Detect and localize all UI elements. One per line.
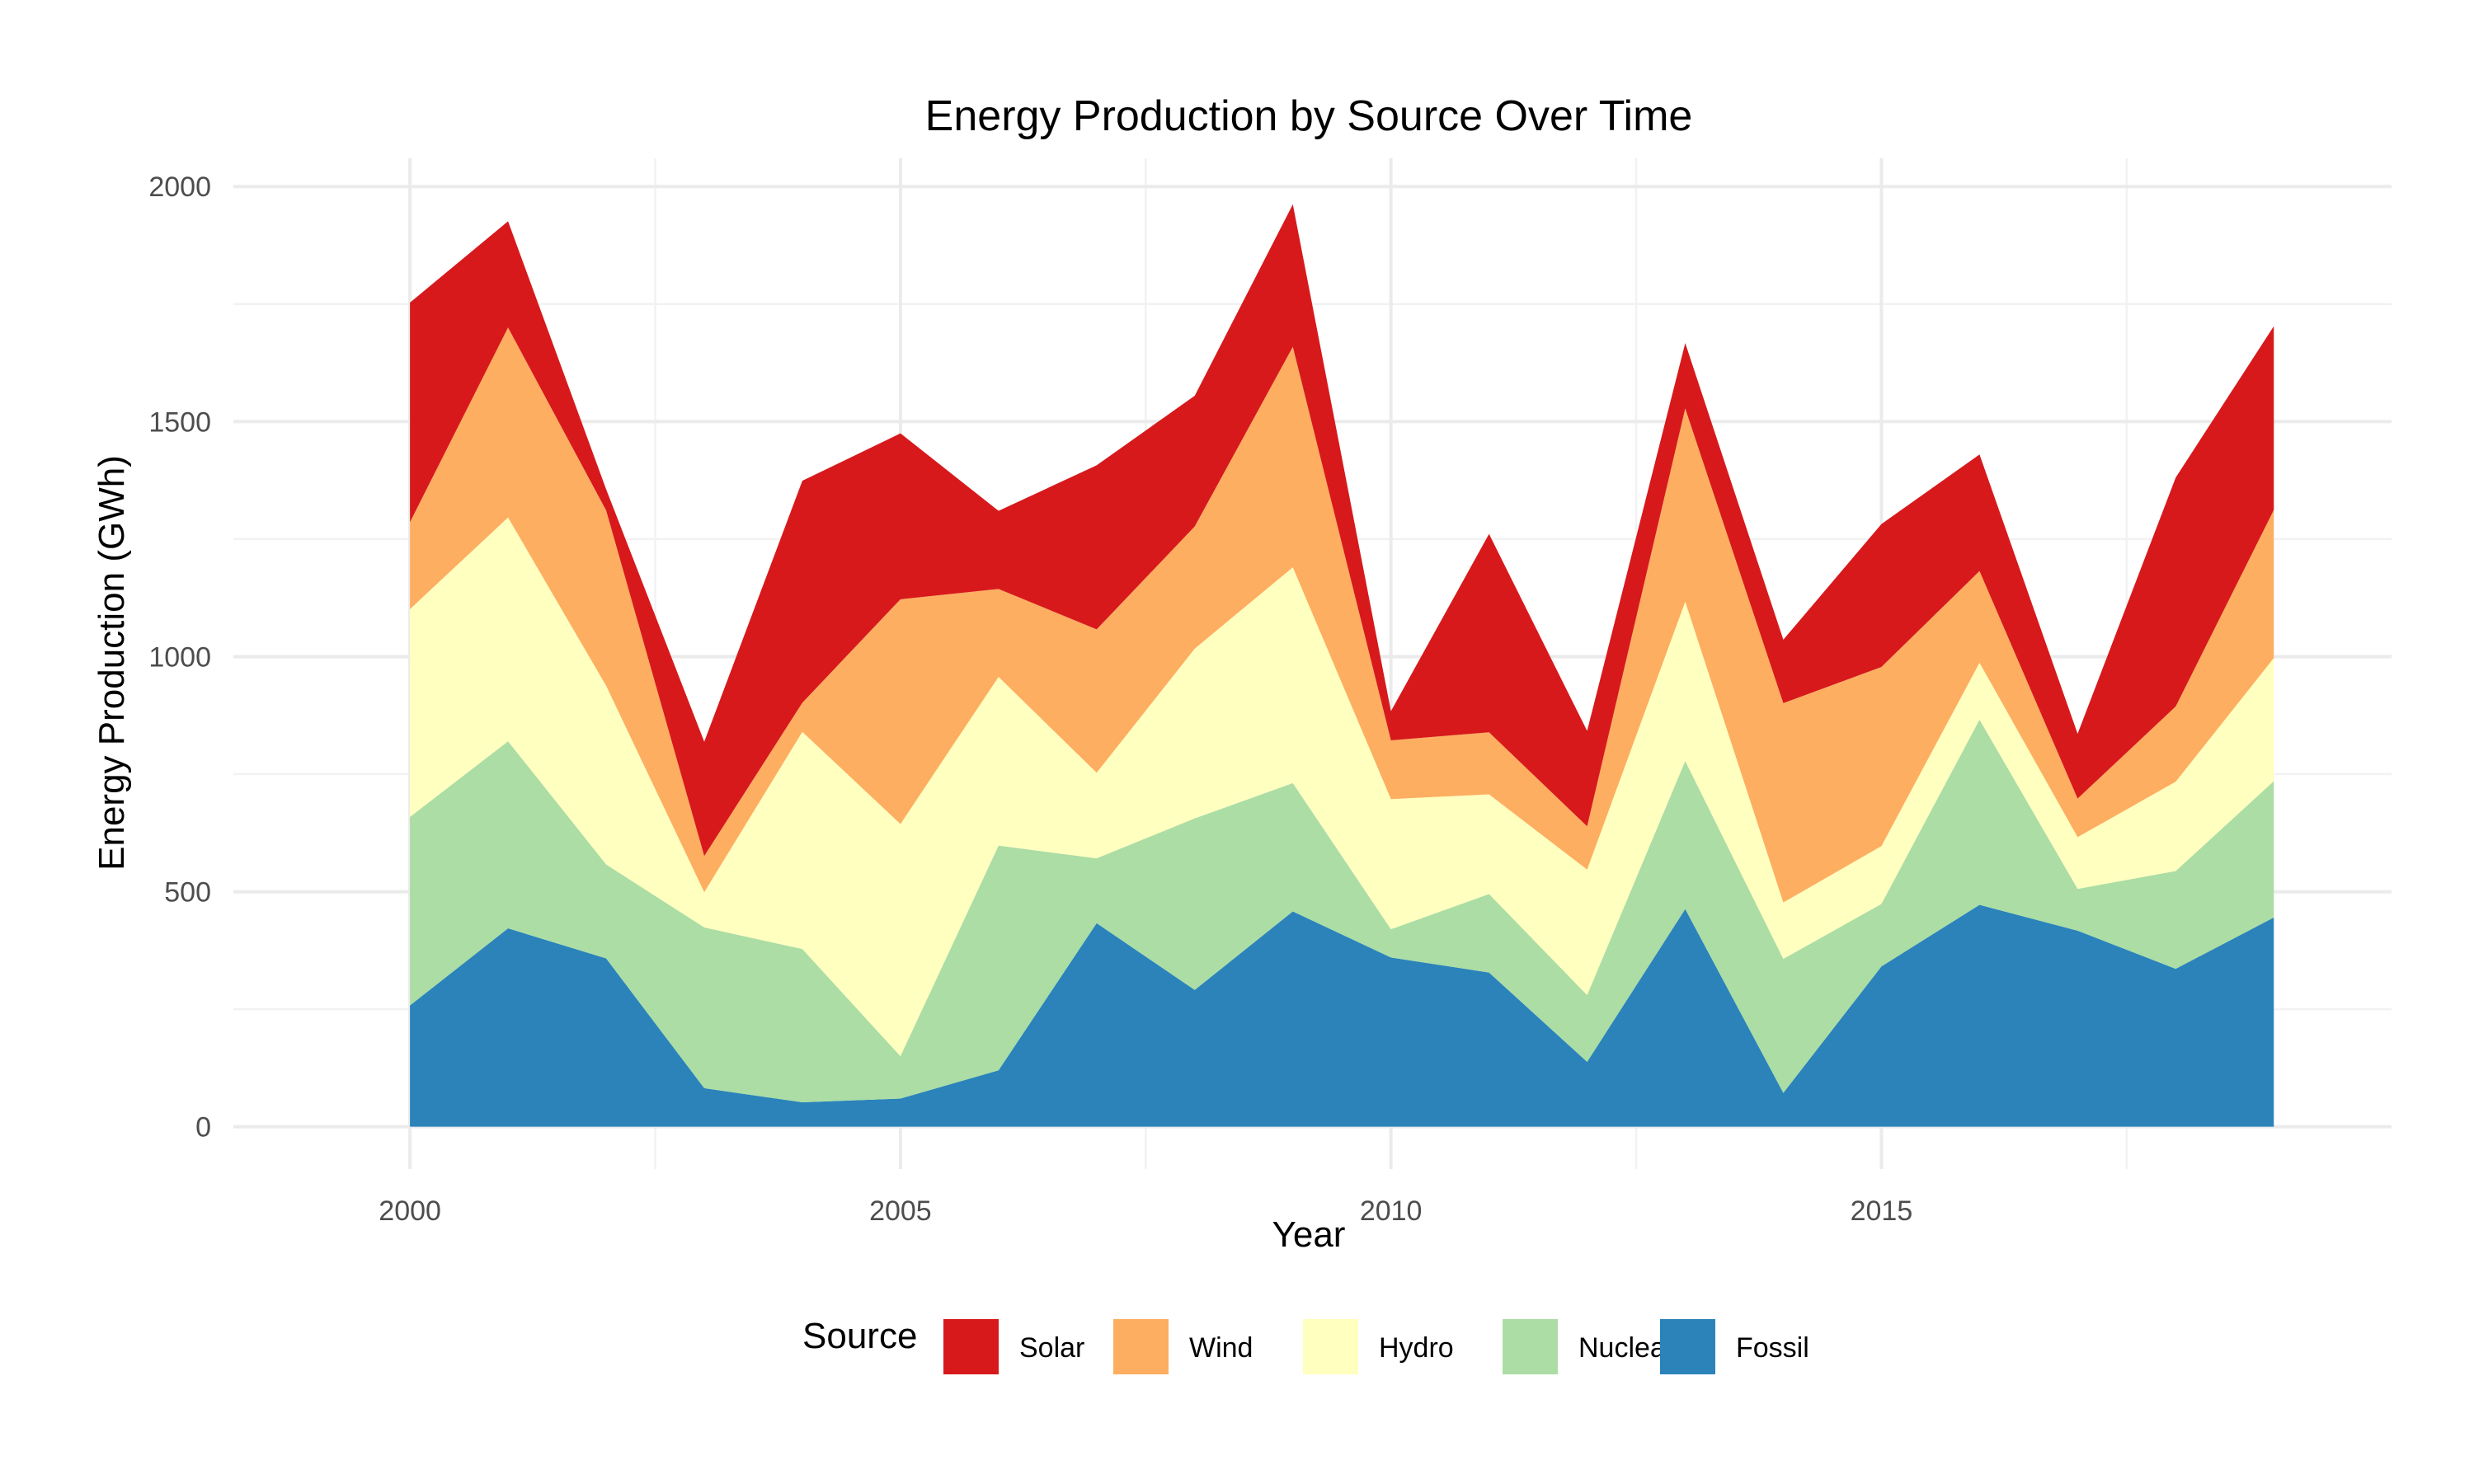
legend-swatch	[1660, 1319, 1715, 1374]
y-tick-label: 1000	[148, 641, 211, 673]
x-tick-label: 2010	[1360, 1195, 1423, 1227]
legend: Source Solar Wind Hydro Nuclear Fossil	[802, 1316, 1809, 1374]
legend-item-fossil: Fossil	[1660, 1319, 1809, 1374]
legend-swatch	[1503, 1319, 1558, 1374]
x-tick-label: 2005	[869, 1195, 932, 1227]
legend-item-hydro: Hydro	[1303, 1319, 1454, 1374]
legend-label: Nuclear	[1578, 1332, 1675, 1364]
chart-title: Energy Production by Source Over Time	[925, 92, 1693, 140]
axis-ticks: 0 500 1000 1500 2000 2000 2005 2010 2015	[148, 171, 1912, 1227]
y-tick-label: 2000	[148, 171, 211, 203]
area-series-nuclear	[410, 719, 2274, 1103]
legend-item-nuclear: Nuclear	[1503, 1319, 1675, 1374]
area-series-solar	[410, 204, 2274, 857]
legend-label: Solar	[1019, 1332, 1084, 1364]
y-tick-label: 0	[195, 1112, 211, 1144]
y-tick-label: 1500	[148, 406, 211, 438]
legend-swatch	[943, 1319, 999, 1374]
legend-label: Wind	[1189, 1332, 1253, 1364]
legend-swatch	[1303, 1319, 1358, 1374]
y-axis-title: Energy Production (GWh)	[92, 455, 132, 871]
area-series-fossil	[410, 904, 2274, 1127]
legend-items: Solar Wind Hydro Nuclear Fossil	[943, 1319, 1809, 1374]
area-series-hydro	[410, 517, 2274, 1057]
legend-item-wind: Wind	[1113, 1319, 1253, 1374]
x-axis-title: Year	[1272, 1214, 1346, 1255]
legend-label: Hydro	[1379, 1332, 1454, 1364]
legend-title: Source	[802, 1316, 917, 1356]
legend-item-solar: Solar	[943, 1319, 1084, 1374]
x-tick-label: 2000	[379, 1195, 441, 1227]
legend-swatch	[1113, 1319, 1169, 1374]
area-series-group	[410, 204, 2274, 1127]
legend-label: Fossil	[1736, 1332, 1809, 1364]
area-series-wind	[410, 327, 2274, 903]
y-tick-label: 500	[164, 877, 211, 909]
x-tick-label: 2015	[1851, 1195, 1913, 1227]
